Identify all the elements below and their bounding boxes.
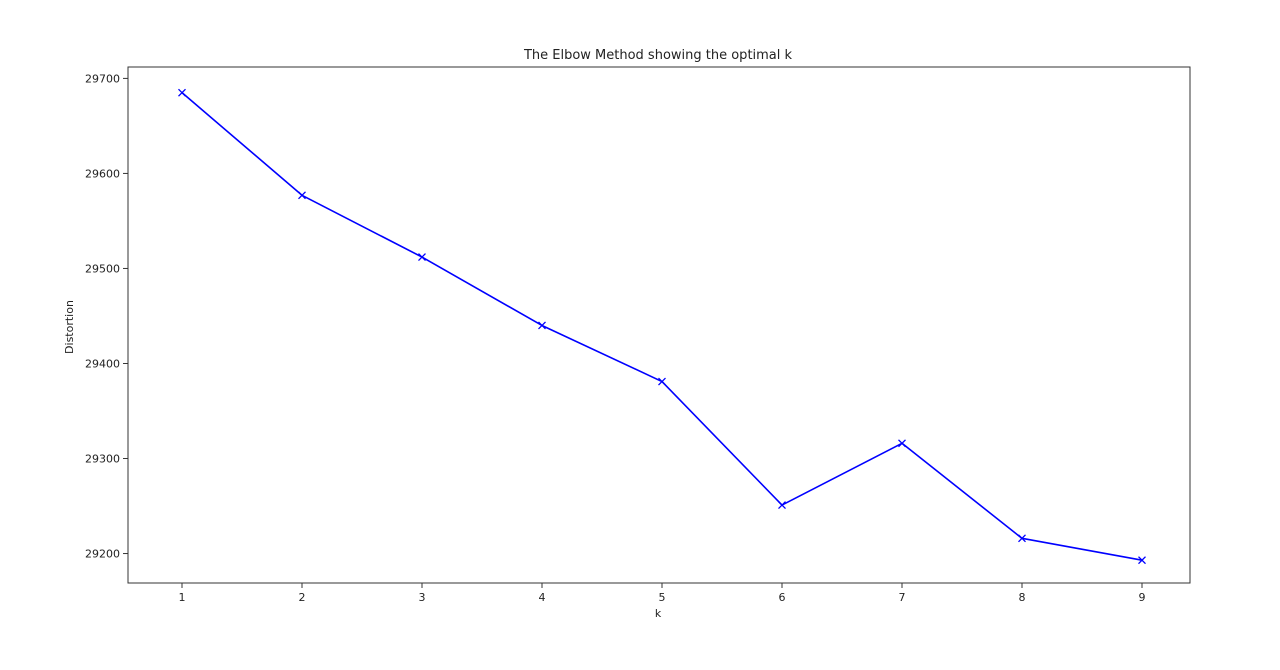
y-tick-label: 29300 (85, 453, 120, 466)
y-tick-label: 29400 (85, 357, 120, 370)
x-tick-label: 8 (1019, 591, 1026, 604)
y-tick-label: 29500 (85, 262, 120, 275)
data-point-marker (298, 191, 306, 200)
x-axis-label: k (655, 607, 662, 620)
data-point-marker (1018, 534, 1026, 543)
plot-layer: 1 2 3 4 5 6 7 8 9 29200 29300 29400 29500 29600 29700 (85, 66, 1191, 604)
x-tick-label: 2 (299, 591, 306, 604)
data-point-marker (778, 501, 786, 510)
y-tick-label: 29200 (85, 548, 120, 561)
x-tick-label: 6 (779, 591, 786, 604)
data-point-marker (898, 439, 906, 448)
x-tick-label: 5 (659, 591, 666, 604)
x-tick-label: 3 (419, 591, 426, 604)
x-tick-label: 9 (1139, 591, 1146, 604)
x-tick-label: 1 (179, 591, 186, 604)
data-point-marker (418, 253, 426, 262)
data-point-marker (1138, 556, 1146, 565)
plot-frame (127, 66, 1191, 584)
data-point-marker (658, 377, 666, 386)
y-tick-label: 29600 (85, 167, 120, 180)
data-point-marker (538, 321, 546, 330)
y-tick-label: 29700 (85, 72, 120, 85)
chart-title: The Elbow Method showing the optimal k (523, 48, 793, 63)
x-tick-label: 4 (539, 591, 546, 604)
x-tick-label: 7 (899, 591, 906, 604)
series-line (181, 92, 1143, 561)
data-point-marker (178, 88, 186, 97)
y-axis-label: Distortion (63, 300, 76, 354)
